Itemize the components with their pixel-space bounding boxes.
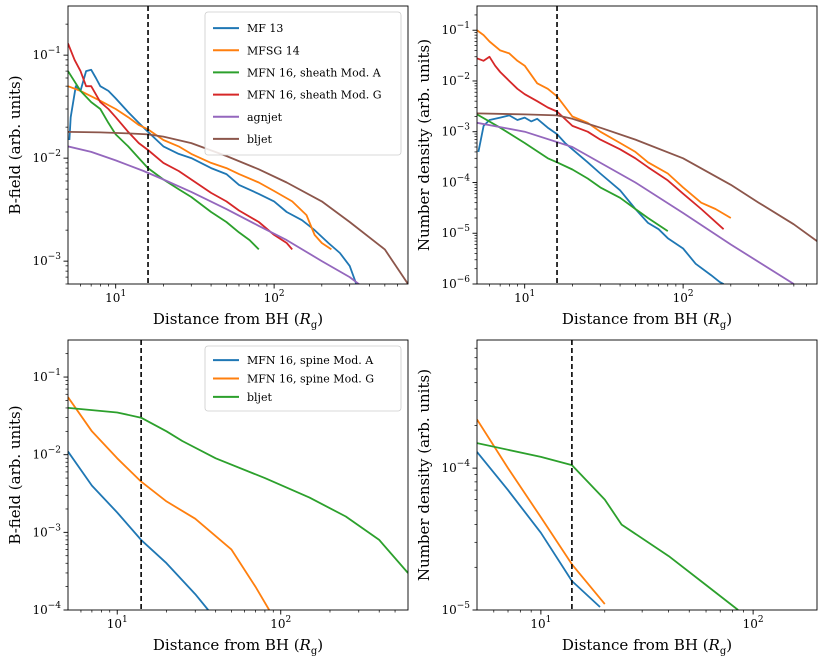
y-tick-label: 10−2 [441,72,470,88]
chart-panel-1: 101 102 10−3 10−2 10−1 Distance from BH (Rg) B… [6,5,409,331]
series-line-bljet [477,112,817,242]
series-group [477,419,739,610]
y-tick-label: 10−1 [32,368,61,384]
y-tick-label: 10−5 [441,601,470,617]
y-tick-label: 10−2 [32,446,61,462]
plot-frame [67,5,409,285]
x-tick-label: 102 [264,289,285,305]
y-tick-label: 10−5 [441,224,470,240]
x-tick-label: 102 [673,289,694,305]
y-tick-label: 10−2 [32,149,61,165]
series-line-mfn-16-sheath-mod-g [477,55,725,230]
y-tick-label: 10−3 [32,523,61,539]
y-tick-label: 10−1 [441,21,470,37]
x-tick-label: 101 [107,615,128,631]
legend: MFN 16, spine Mod. A MFN 16, spine Mod. G… [204,345,402,412]
legend-label: agnjet [247,111,283,124]
chart-panel-4: 101 102 10−5 10−4 Distance from BH (Rg) Numbe… [415,339,818,657]
chart-panel-3: 101 102 10−4 10−3 10−2 10−1 Distance from BH (… [6,339,409,657]
legend-label: MFSG 14 [247,44,300,57]
x-axis-label: Distance from BH (Rg) [153,636,323,657]
series-line-mf-13 [68,68,358,284]
series-line-bljet [477,442,739,610]
minor-ticks [474,347,744,613]
y-axis-label: Number density (arb. units) [415,369,433,581]
y-axis-label: B-field (arb. units) [6,75,24,214]
x-tick-label: 101 [530,615,551,631]
legend-label: bljet [247,391,272,404]
series-line-mfn-16-spine-mod-g [477,419,606,605]
y-axis-label: Number density (arb. units) [415,39,433,251]
y-tick-label: 10−4 [32,601,61,617]
legend-label: MF 13 [247,22,283,35]
series-line-agnjet [477,121,795,284]
series-line-mf-13 [477,114,725,284]
series-line-mfn-16-spine-mod-g [68,396,270,610]
legend-box [204,345,402,412]
x-tick-label: 102 [270,615,291,631]
y-tick-label: 10−1 [32,46,61,62]
legend-label: MFN 16, spine Mod. G [247,373,374,386]
legend-label: MFN 16, spine Mod. A [247,354,374,367]
plot-frame [476,339,818,611]
y-tick-label: 10−3 [441,123,470,139]
y-tick-label: 10−6 [441,275,470,291]
x-tick-label: 101 [105,289,126,305]
series-line-mfsg-14 [477,29,732,219]
x-tick-label: 101 [514,289,535,305]
plot-frame [476,5,818,285]
y-tick-label: 10−4 [441,173,470,189]
plot-frame [67,339,409,611]
y-axis-label: B-field (arb. units) [6,405,24,544]
legend-box [204,11,402,156]
series-line-mfn-16-spine-mod-a [477,451,601,608]
series-line-agnjet [68,145,361,284]
legend-label: MFN 16, sheath Mod. G [247,89,382,102]
series-line-mfn-16-spine-mod-a [68,450,209,610]
minor-ticks [474,14,807,287]
legend: MF 13 MFSG 14 MFN 16, sheath Mod. A MFN 16,… [204,11,402,156]
series-line-bljet [68,131,408,284]
y-tick-label: 10−3 [32,252,61,268]
y-tick-label: 10−4 [441,459,470,475]
series-line-bljet [68,407,408,574]
legend-label: bljet [247,133,272,146]
x-axis-label: Distance from BH (Rg) [153,310,323,331]
x-axis-label: Distance from BH (Rg) [562,636,732,657]
series-group [68,396,408,610]
series-group [477,29,817,284]
x-tick-label: 102 [743,615,764,631]
series-line-mfsg-14 [68,85,332,251]
x-axis-label: Distance from BH (Rg) [562,310,732,331]
legend-label: MFN 16, sheath Mod. A [247,66,382,79]
chart-panel-2: 101 102 10−6 10−5 10−4 10−3 10−2 10−1 Distance f… [415,5,818,331]
series-line-mfn-16-sheath-mod-a [477,113,669,232]
